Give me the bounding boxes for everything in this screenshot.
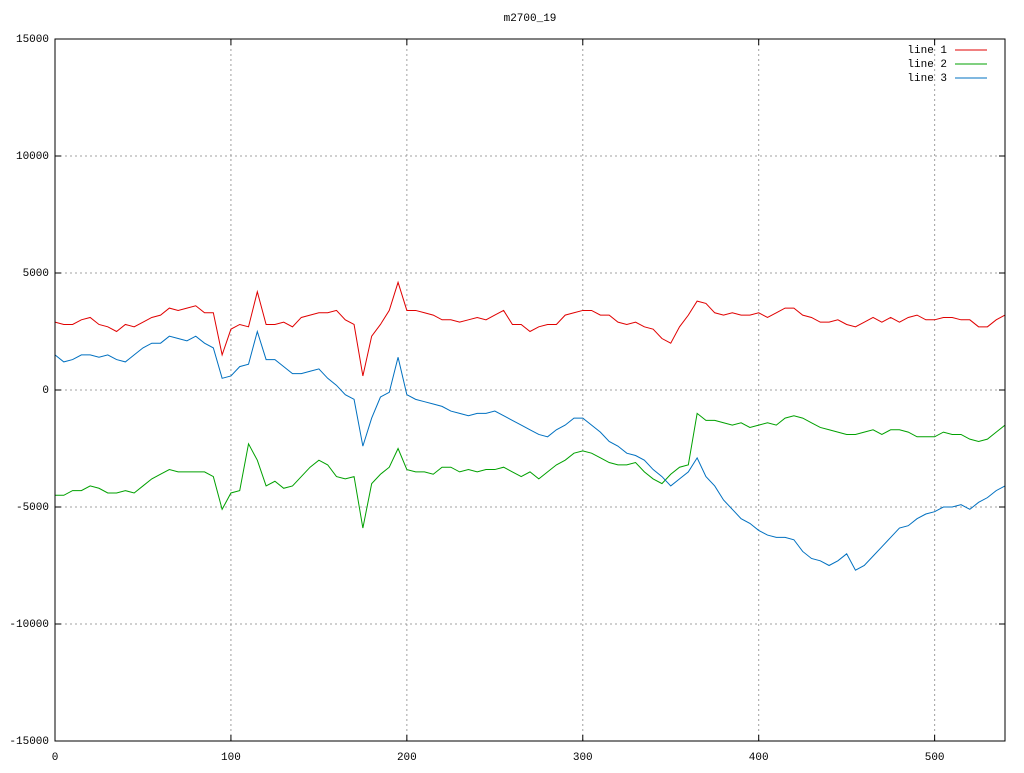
y-tick-label: -15000 (9, 736, 49, 748)
data-line (55, 412, 1006, 529)
legend: line 1 line 2 line 3 (907, 45, 987, 85)
data-line (54, 280, 1006, 377)
legend-label: line 3 (907, 73, 947, 85)
y-tick-label: 5000 (23, 268, 49, 280)
y-tick-label: -5000 (16, 502, 49, 514)
data-line (54, 329, 1006, 571)
y-tick-label: 0 (42, 385, 49, 397)
chart-title: m2700_19 (504, 13, 557, 25)
grid-layer (54, 38, 1005, 742)
y-tick-label: 15000 (16, 34, 49, 46)
lines-layer (54, 280, 1006, 571)
x-tick-label: 200 (397, 752, 417, 764)
legend-label: line 1 (907, 45, 947, 57)
x-tick-label: 0 (52, 752, 59, 764)
plot-border (54, 38, 1006, 742)
x-tick-label: 400 (749, 752, 769, 764)
y-tick-label: 10000 (16, 151, 49, 163)
y-tick-label: -10000 (9, 619, 49, 631)
x-tick-label: 100 (221, 752, 241, 764)
x-tick-label: 300 (573, 752, 593, 764)
x-tick-label: 500 (925, 752, 945, 764)
legend-label: line 2 (907, 59, 947, 71)
